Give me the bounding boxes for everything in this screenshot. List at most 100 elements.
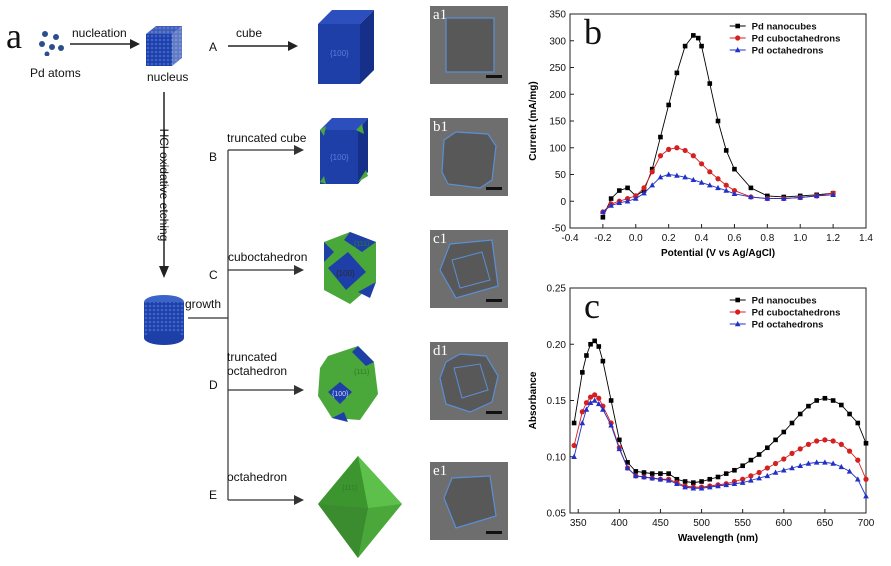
path-c-key: C — [209, 268, 218, 282]
chart-b-xtick-label: -0.2 — [594, 233, 612, 244]
chart-c-series-0-point — [617, 437, 622, 443]
chart-b-series-0-point — [723, 148, 729, 153]
chart-c-series-1-point — [797, 446, 803, 452]
chart-b-series-2-point — [608, 202, 614, 208]
tem-label-e1: e1 — [433, 463, 448, 479]
chart-b-series-0-point — [691, 33, 696, 38]
chart-b-series-0-point — [666, 102, 671, 108]
tem-image-c1: c1 — [430, 230, 508, 308]
chart-c-series-2-point — [674, 480, 680, 486]
chart-c-series-0-point — [781, 429, 787, 435]
path-a-label: cube — [236, 26, 263, 40]
chart-c-series-0-point — [822, 395, 828, 401]
chart-c-series-0-point — [855, 420, 861, 426]
chart-c-series-2-point — [863, 493, 869, 499]
chart-b-series-0-point — [625, 185, 630, 191]
chart-b-series-0-point — [732, 166, 737, 172]
chart-b-series-2-point — [649, 182, 656, 188]
chart-c-ytick-label: 0.10 — [547, 452, 567, 463]
chart-c-series-0-point — [600, 358, 606, 364]
path-a-key: A — [209, 40, 218, 54]
chart-b-series-0-point — [617, 188, 622, 193]
chart-b-x-axis-title: Potential (V vs Ag/AgCl) — [661, 248, 775, 259]
chart-b-series-0-point — [748, 185, 754, 191]
panel-c-letter: c — [584, 286, 600, 326]
chart-b-ytick-label: 150 — [549, 117, 566, 128]
chart-b-series-2-point — [706, 182, 713, 188]
chart-b-series-0-point — [707, 81, 713, 86]
chart-b-series-2-point — [690, 176, 697, 183]
chart-c-series-1-point — [740, 476, 746, 482]
chart-b-series-2-point — [715, 184, 721, 191]
chart-c-series-2-point — [657, 476, 664, 482]
chart-b-xtick-label: -0.4 — [561, 233, 579, 244]
chart-c-series-2-point — [591, 397, 598, 403]
chart-c-series-0-point — [732, 467, 737, 473]
chart-c-series-1-point — [583, 400, 590, 406]
chart-b-xtick-label: 0.4 — [695, 233, 709, 244]
chart-c-xtick-label: 600 — [775, 518, 792, 529]
chart-c-series-1-point — [748, 473, 754, 479]
chart-b-ytick-label: 100 — [549, 143, 566, 154]
chart-b-xtick-label: 1.4 — [859, 233, 873, 244]
chart-b-ytick-label: 200 — [549, 90, 566, 101]
chart-c: 350 400 450 500 550 600 650 700 0.05 0.10 0.15 0.20… — [528, 284, 875, 545]
path-a-arrow — [228, 41, 298, 51]
chart-b-ytick-label: 50 — [555, 170, 567, 181]
chart-b-series-1-point — [641, 185, 647, 191]
seed-particle-icon — [144, 295, 184, 345]
chart-c-series-line-0 — [573, 340, 867, 484]
chart-b-series-1-point — [682, 147, 688, 154]
chart-c-legend-marker-0 — [735, 297, 740, 303]
chart-b-xtick-label: 0.6 — [727, 233, 741, 244]
chart-b-legend-label-1: Pd cuboctahedrons — [752, 34, 841, 45]
chart-c-series-2-point — [632, 472, 639, 479]
chart-c-series-2-point — [608, 422, 614, 428]
chart-c-series-2-point — [571, 453, 577, 459]
chart-b-series-2-point — [780, 195, 787, 201]
nucleus-label: nucleus — [147, 70, 189, 84]
chart-c-xtick-label: 450 — [652, 518, 669, 529]
chart-c-xtick-label: 500 — [693, 518, 710, 529]
chart-b-ytick-label: 0 — [560, 197, 566, 208]
chart-c-series-2-point — [649, 475, 656, 481]
chart-c-legend-label-1: Pd cuboctahedrons — [752, 308, 841, 319]
hcl-label: HCl oxidative etching — [157, 128, 171, 242]
chart-c-series-0-point — [839, 402, 844, 408]
pd-atoms-icon — [39, 31, 64, 56]
chart-c-series-0-point — [674, 476, 680, 482]
chart-c-series-0-point — [608, 398, 614, 403]
chart-b-xtick-label: 1.2 — [826, 233, 840, 244]
chart-b-series-2-point — [674, 172, 680, 178]
chart-c-series-2-point — [595, 400, 602, 407]
chart-c-legend-marker-2 — [734, 321, 741, 327]
chart-c-series-1-point — [781, 456, 787, 462]
truncated-octahedron-face-label: {100} — [332, 391, 349, 398]
chart-c-series-0-point — [740, 463, 745, 469]
cuboctahedron-face2-label: {111} — [354, 241, 370, 248]
chart-b-ytick-label: -50 — [552, 224, 567, 235]
chart-c-series-0-point — [641, 470, 647, 475]
tem-label-a1: a1 — [433, 7, 448, 23]
chart-c-series-2-point — [641, 474, 647, 480]
chart-b-ytick-label: 250 — [549, 63, 566, 74]
chart-b-xtick-label: 0.8 — [760, 233, 774, 244]
chart-c-legend-label-0: Pd nanocubes — [752, 296, 817, 307]
chart-c-series-1-point — [838, 441, 844, 447]
chart-b-legend-label-0: Pd nanocubes — [752, 22, 817, 33]
chart-b-legend-label-2: Pd octahedrons — [752, 46, 824, 57]
chart-c-series-0-point — [797, 411, 803, 417]
hcl-arrow — [159, 92, 169, 278]
chart-c-series-2-point — [731, 480, 738, 486]
chart-c-series-0-point — [773, 437, 778, 443]
chart-b-series-2-point — [797, 194, 804, 200]
chart-b-series-2-point — [813, 192, 820, 199]
chart-c-series-0-point — [715, 474, 721, 480]
chart-b-series-1-point — [723, 182, 729, 188]
chart-b-xtick-label: 1.0 — [793, 233, 807, 244]
chart-c-ytick-label: 0.20 — [547, 340, 567, 351]
chart-b-series-2-point — [624, 198, 631, 204]
chart-b-series-0-point — [699, 43, 704, 49]
cuboctahedron-shape: {100} {111} — [324, 232, 376, 304]
chart-c-series-2-point — [822, 459, 828, 465]
